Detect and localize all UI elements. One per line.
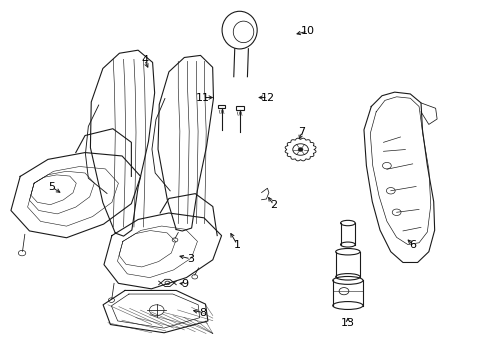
Text: 5: 5 xyxy=(48,182,55,192)
Text: 4: 4 xyxy=(141,55,148,65)
Bar xyxy=(217,105,225,108)
Text: 7: 7 xyxy=(298,127,305,136)
Text: 2: 2 xyxy=(270,200,277,210)
Text: 3: 3 xyxy=(187,254,194,264)
Text: 1: 1 xyxy=(233,239,240,249)
Bar xyxy=(235,107,243,110)
Text: 13: 13 xyxy=(340,319,354,328)
Text: 8: 8 xyxy=(199,308,206,318)
Text: 11: 11 xyxy=(196,93,210,103)
Text: 10: 10 xyxy=(300,26,314,36)
Text: 12: 12 xyxy=(260,93,274,103)
Text: 9: 9 xyxy=(181,279,188,289)
Text: 6: 6 xyxy=(408,239,415,249)
Circle shape xyxy=(298,148,303,151)
